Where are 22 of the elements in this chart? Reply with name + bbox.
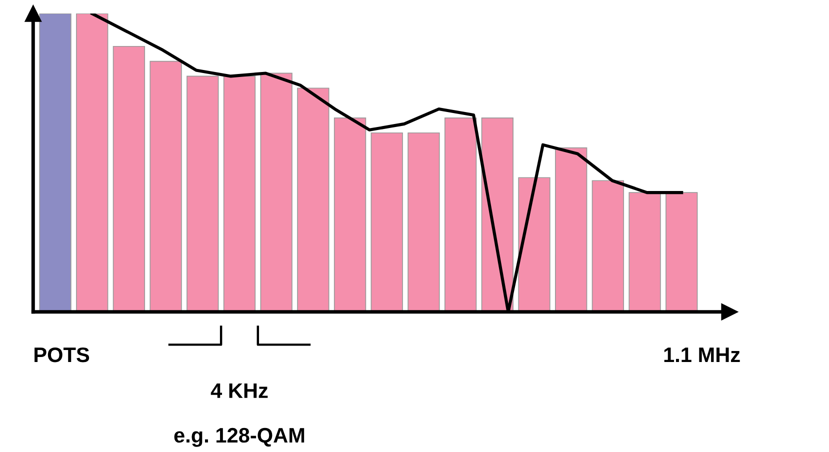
bar bbox=[408, 132, 440, 312]
bar bbox=[76, 14, 108, 312]
text: 4 KHz bbox=[210, 383, 268, 398]
bar bbox=[592, 180, 624, 312]
bar bbox=[555, 147, 588, 312]
text: e.g. 128-QAM bbox=[174, 428, 304, 447]
bar bbox=[297, 88, 330, 312]
text: POTS bbox=[34, 347, 90, 362]
bar bbox=[444, 118, 477, 312]
bar bbox=[666, 192, 698, 312]
bar bbox=[370, 132, 403, 312]
bar bbox=[186, 76, 219, 312]
bar bbox=[112, 46, 146, 312]
text: 1.1 MHz bbox=[664, 348, 740, 362]
bar bbox=[481, 118, 514, 312]
bar bbox=[39, 14, 72, 312]
bar bbox=[223, 76, 256, 312]
bar bbox=[518, 177, 550, 312]
bar bbox=[334, 118, 366, 312]
bar bbox=[150, 60, 182, 312]
bar bbox=[628, 192, 661, 312]
bar bbox=[260, 72, 292, 312]
